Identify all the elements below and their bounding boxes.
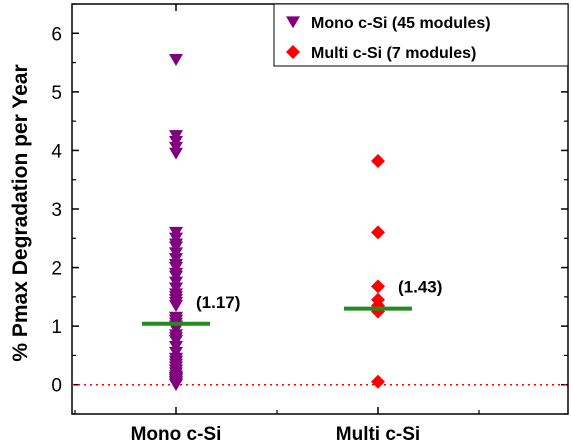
legend-box [273, 3, 569, 67]
chart-axes: 0 1 2 3 4 5 6 Mono c-Si Multi c-Si [51, 3, 569, 445]
mono-data-point [169, 54, 183, 66]
legend-entry-label: Multi c-Si (7 modules) [311, 45, 476, 62]
multi-data-point [371, 374, 385, 389]
y-tick-label: 2 [51, 259, 62, 280]
legend-diamond-marker [286, 45, 300, 59]
y-tick-label: 5 [51, 83, 62, 104]
data-points-layer [169, 54, 385, 392]
median-label: (1.43) [398, 278, 442, 297]
y-tick-label: 1 [51, 317, 62, 338]
mono-data-point [169, 147, 183, 160]
legend-entry-label: Mono c-Si (45 modules) [311, 15, 491, 32]
y-tick-label: 6 [51, 24, 62, 45]
legend-triangle-marker [286, 16, 300, 29]
multi-data-point [371, 225, 385, 240]
mono-data-point [169, 379, 183, 392]
mono-data-point [169, 300, 183, 312]
y-axis-title: % Pmax Degradation per Year [9, 64, 32, 361]
median-label: (1.17) [196, 293, 240, 312]
legend: Mono c-Si (45 modules) Multi c-Si (7 modu… [273, 3, 569, 67]
y-tick-label: 3 [51, 200, 62, 221]
x-category-label: Multi c-Si [336, 424, 420, 445]
x-category-label: Mono c-Si [131, 424, 222, 445]
median-lines-layer: (1.17) (1.43) [142, 278, 442, 326]
y-tick-label: 0 [51, 376, 62, 397]
y-tick-label: 4 [51, 141, 62, 162]
multi-data-point [371, 279, 385, 294]
multi-data-point [371, 153, 385, 168]
